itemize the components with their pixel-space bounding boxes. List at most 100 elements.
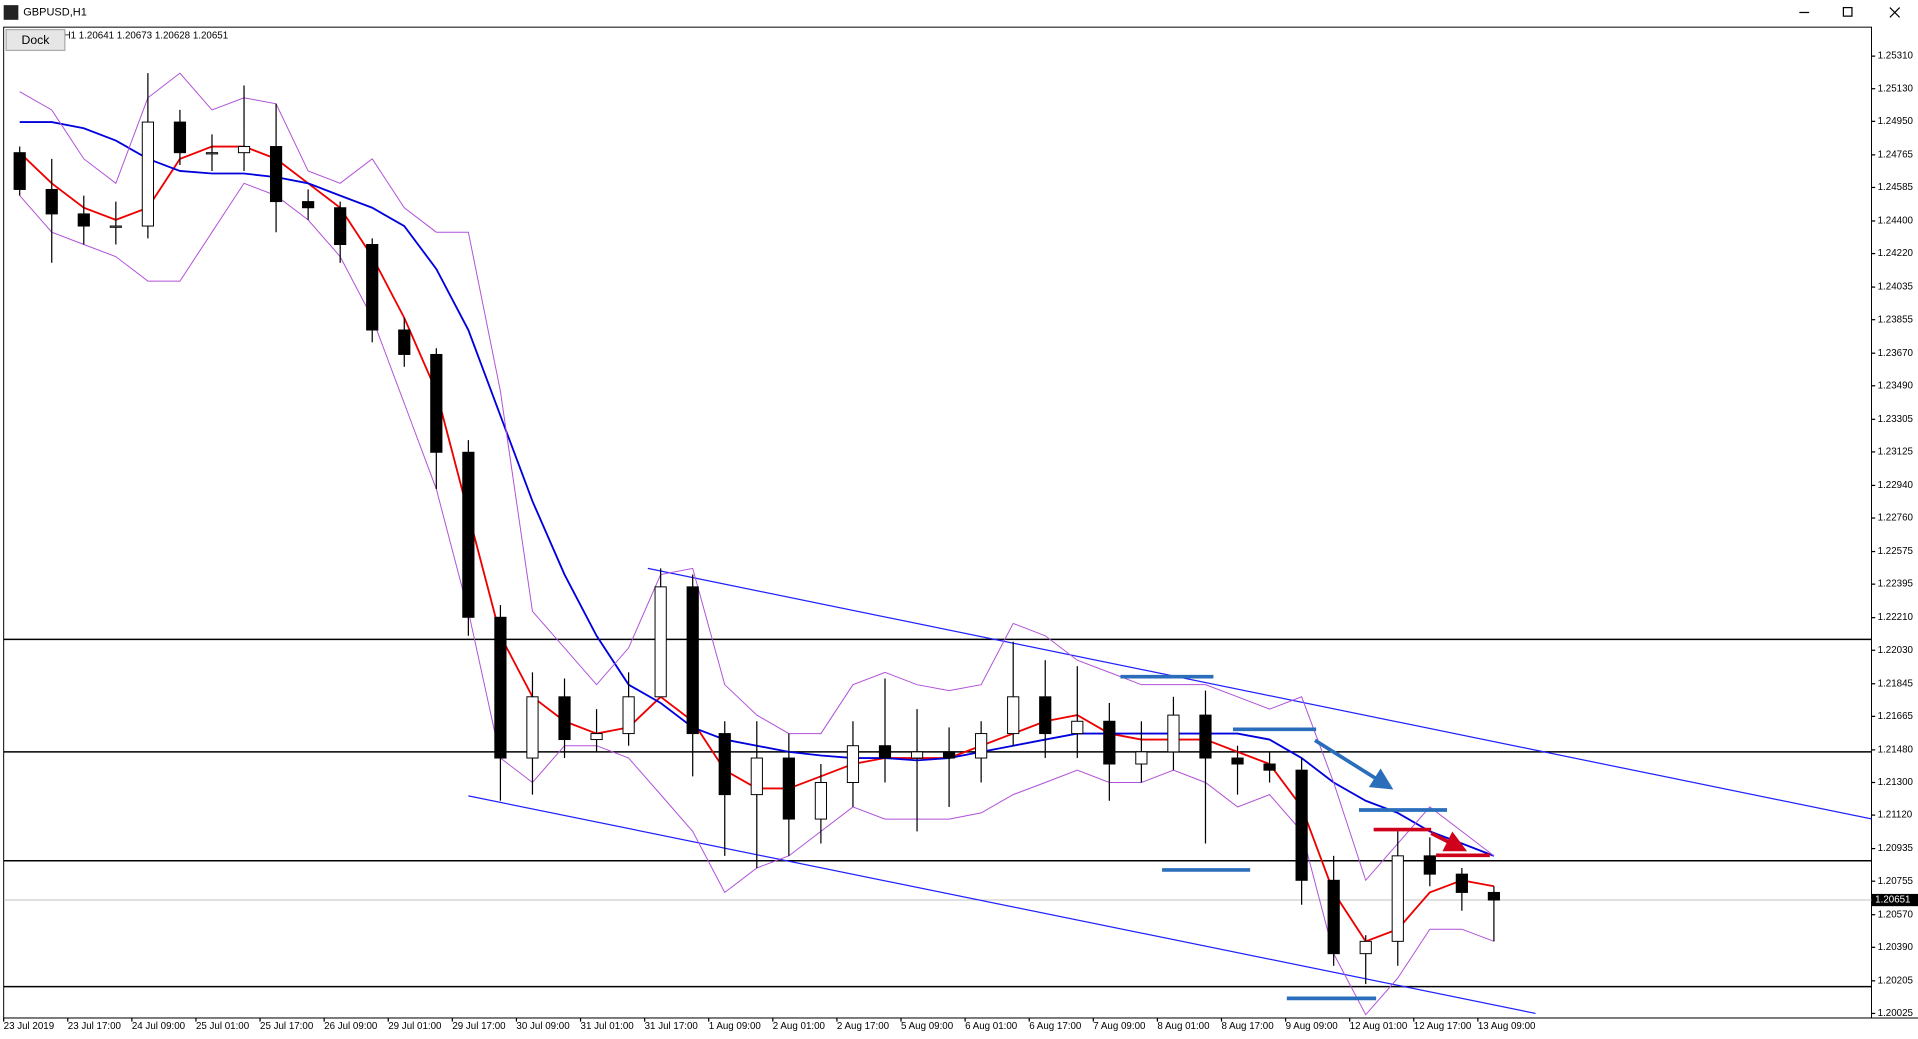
candle-body	[1359, 940, 1372, 955]
x-tick-label: 6 Aug 01:00	[965, 1021, 1018, 1032]
dock-label[interactable]: Dock	[22, 33, 51, 47]
y-tick-label: 1.20025	[1878, 1008, 1914, 1019]
candle-body	[1103, 720, 1116, 765]
x-tick-label: 1 Aug 09:00	[709, 1021, 762, 1032]
y-tick-label: 1.20570	[1878, 909, 1914, 920]
x-tick-label: 12 Aug 17:00	[1414, 1021, 1472, 1032]
y-tick-label: 1.24400	[1878, 216, 1914, 227]
candle-body	[462, 451, 475, 618]
candle-body	[1071, 720, 1084, 735]
y-tick-label: 1.22210	[1878, 612, 1914, 623]
app-icon	[3, 5, 19, 20]
title-bar	[0, 0, 1918, 25]
x-tick-label: 5 Aug 09:00	[901, 1021, 954, 1032]
arrow	[1313, 738, 1394, 790]
y-tick-label: 1.24585	[1878, 182, 1914, 193]
candle-body	[109, 225, 122, 228]
x-tick-label: 29 Jul 17:00	[452, 1021, 506, 1032]
y-tick-label: 1.25130	[1878, 83, 1914, 94]
y-tick-label: 1.22940	[1878, 480, 1914, 491]
candle-body	[975, 733, 988, 759]
y-tick-label: 1.25310	[1878, 51, 1914, 62]
x-tick-label: 25 Jul 01:00	[196, 1021, 250, 1032]
candle-body	[1391, 855, 1404, 942]
y-tick-label: 1.21845	[1878, 678, 1914, 689]
candle-body	[494, 616, 507, 759]
y-tick-label: 1.22395	[1878, 579, 1914, 590]
candle-body	[1135, 751, 1148, 765]
x-tick-label: 9 Aug 09:00	[1286, 1021, 1339, 1032]
x-tick-label: 26 Jul 09:00	[324, 1021, 378, 1032]
indicator-line	[19, 72, 1495, 882]
candle-body	[1455, 873, 1468, 893]
candle-body	[942, 751, 956, 759]
candle-body	[814, 781, 827, 820]
restore-button[interactable]	[1842, 6, 1853, 17]
candle-body	[1295, 769, 1308, 881]
x-tick-label: 23 Jul 2019	[4, 1021, 55, 1032]
candle-body	[366, 244, 379, 331]
candle-body	[205, 152, 219, 155]
y-tick-label: 1.21120	[1878, 810, 1913, 821]
x-tick-label: 23 Jul 17:00	[68, 1021, 122, 1032]
candle-body	[1167, 714, 1180, 753]
candle-body	[686, 586, 699, 735]
candle-body	[526, 696, 539, 759]
candle-body	[846, 745, 860, 783]
y-tick-label: 1.24765	[1878, 149, 1914, 160]
candle-body	[1231, 757, 1244, 765]
y-tick-label: 1.22760	[1878, 513, 1914, 524]
candle-body	[269, 146, 283, 203]
x-tick-label: 6 Aug 17:00	[1029, 1021, 1082, 1032]
x-tick-label: 2 Aug 01:00	[773, 1021, 826, 1032]
candle-body	[45, 188, 58, 215]
x-tick-label: 8 Aug 01:00	[1157, 1021, 1210, 1032]
candle-body	[77, 213, 90, 227]
x-tick-label: 8 Aug 17:00	[1222, 1021, 1275, 1032]
y-tick-label: 1.23855	[1878, 314, 1914, 325]
y-tick-label: 1.23670	[1878, 348, 1914, 359]
close-button[interactable]	[1889, 7, 1901, 18]
x-tick-label: 25 Jul 17:00	[260, 1021, 314, 1032]
candle-body	[1263, 763, 1276, 771]
trendline	[647, 567, 1872, 820]
annotations	[1120, 674, 1490, 1001]
dock-button[interactable]	[5, 28, 66, 52]
candle-body	[622, 696, 635, 735]
x-tick-label: 12 Aug 01:00	[1350, 1021, 1408, 1032]
candle-body	[173, 121, 187, 154]
y-tick-label: 1.21480	[1878, 744, 1914, 755]
candle-body	[750, 757, 763, 796]
candle-body	[558, 696, 571, 741]
candle-body	[590, 733, 603, 741]
trendline	[468, 795, 1536, 1015]
y-tick-label: 1.24220	[1878, 248, 1914, 259]
y-tick-label: 1.20205	[1878, 975, 1914, 986]
y-tick-label: 1.24035	[1878, 282, 1914, 293]
x-tick-label: 13 Aug 09:00	[1478, 1021, 1536, 1032]
plot-area	[3, 26, 1873, 1019]
arrow	[1430, 831, 1468, 852]
candle-body	[910, 751, 924, 759]
candle-body	[718, 733, 731, 796]
candle-body	[1327, 879, 1340, 955]
candle-body	[334, 207, 347, 246]
x-tick-label: 30 Jul 09:00	[516, 1021, 570, 1032]
candle-body	[1423, 855, 1436, 875]
candle-body	[1039, 696, 1052, 735]
y-tick-label: 1.20755	[1878, 876, 1914, 887]
x-tick-label: 31 Jul 01:00	[581, 1021, 635, 1032]
y-tick-label: 1.20935	[1878, 843, 1914, 854]
x-tick-label: 2 Aug 17:00	[837, 1021, 890, 1032]
last-price-label: 1.20651	[1875, 895, 1910, 906]
candle-body	[654, 586, 667, 698]
candle-body	[398, 329, 411, 355]
y-tick-label: 1.22030	[1878, 645, 1914, 656]
candle-body	[1199, 714, 1212, 759]
candle-body	[237, 146, 251, 154]
candle-body	[141, 121, 154, 227]
y-tick-label: 1.23305	[1878, 414, 1914, 425]
x-tick-label: 24 Jul 09:00	[132, 1021, 186, 1032]
